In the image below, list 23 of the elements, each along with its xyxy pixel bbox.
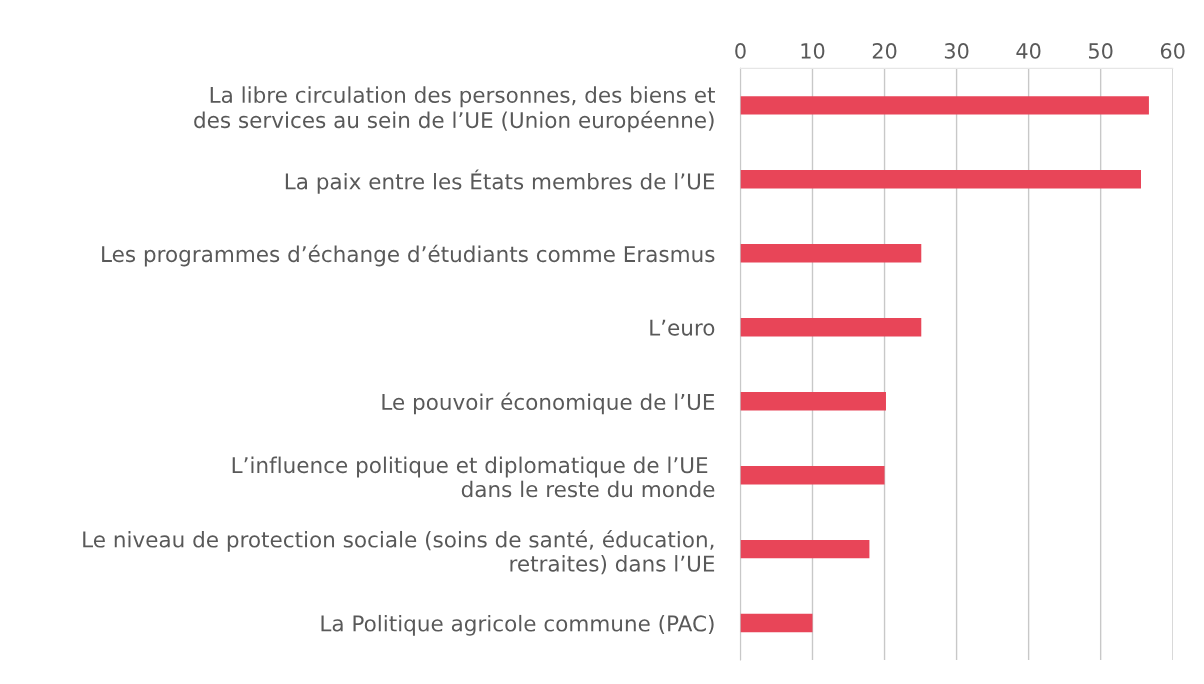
- y-tick-label: Le niveau de protection sociale (soins de santé, éducation, retraites) dans l’UE: [83, 530, 715, 575]
- bar: [740, 318, 922, 337]
- x-tick-label: 0: [735, 43, 746, 59]
- y-tick-label: L’euro: [650, 319, 715, 336]
- y-tick-label: La Politique agricole commune (PAC): [321, 614, 714, 636]
- x-tick-label: 20: [872, 43, 897, 59]
- bar: [740, 539, 870, 559]
- bar: [740, 613, 813, 633]
- x-tick-label: 50: [1089, 43, 1113, 59]
- y-tick-label: La libre circulation des personnes, des biens et des services au sein de l’UE (Union européenne): [194, 86, 715, 133]
- x-tick-label: 40: [1016, 43, 1041, 59]
- bar: [740, 170, 1141, 189]
- bar: [740, 244, 922, 263]
- bar: [740, 465, 885, 485]
- y-tick-label: Les programmes d’échange d’étudiants comme Erasmus: [102, 244, 715, 267]
- x-tick-label: 60: [1160, 43, 1185, 59]
- y-tick-label: L’influence politique et diplomatique de l’UE dans le reste du monde: [232, 456, 715, 498]
- y-tick-label: Le pouvoir économique de l’UE: [382, 392, 715, 415]
- y-tick-label: La paix entre les États membres de l’UE: [285, 169, 715, 194]
- x-tick-label: 30: [944, 43, 969, 59]
- bar: [740, 391, 886, 411]
- bar: [740, 96, 1149, 115]
- x-tick-label: 10: [801, 43, 825, 59]
